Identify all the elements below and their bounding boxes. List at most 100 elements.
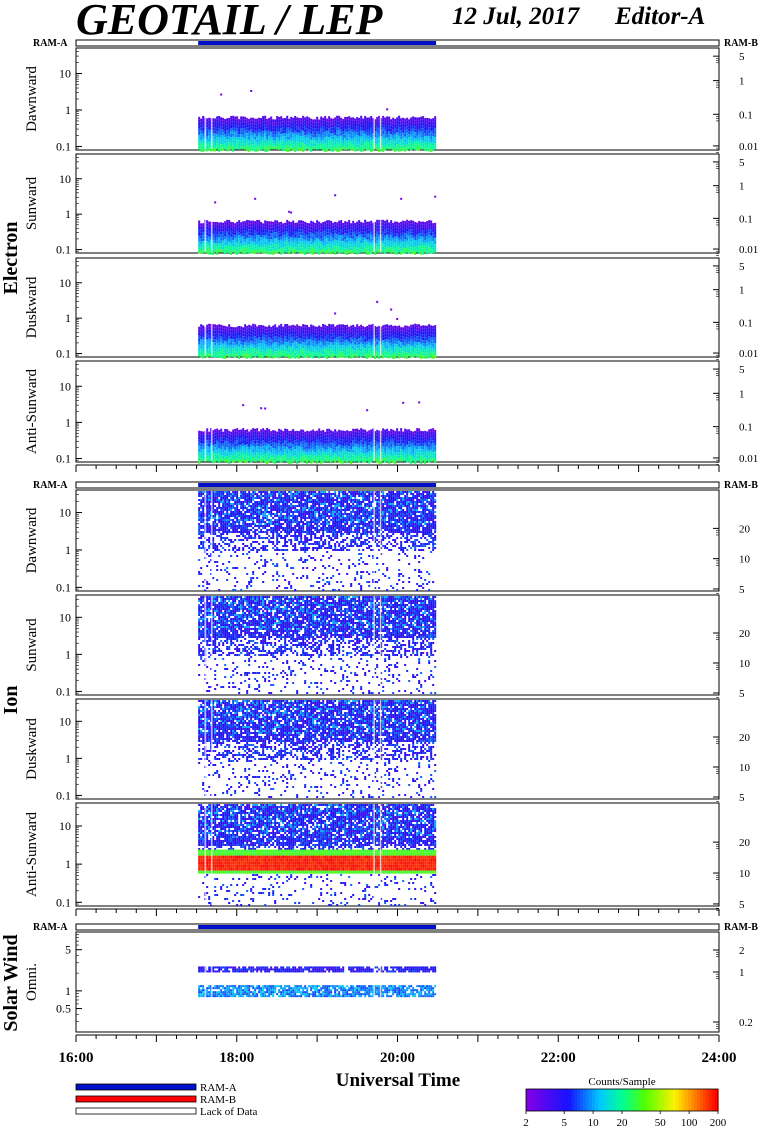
spectrogram-cell — [314, 235, 316, 238]
spectrogram-cell — [308, 348, 310, 351]
spectrogram-cell — [386, 342, 388, 345]
spectrogram-cell — [242, 354, 244, 357]
spectrogram-cell — [412, 351, 414, 354]
spectrogram-cell — [426, 224, 428, 227]
spectrogram-cell — [348, 443, 350, 446]
spectrogram-cell — [420, 335, 422, 338]
spectrogram-cell — [340, 345, 342, 348]
spectrogram-cell — [242, 440, 244, 443]
spectrogram-cell — [298, 443, 300, 446]
spectrogram-cell — [422, 346, 424, 349]
spectrogram-cell — [240, 222, 242, 225]
spectrogram-cell — [338, 345, 340, 348]
spectrogram-cell — [362, 149, 364, 152]
spectrogram-cell — [202, 450, 204, 453]
spectrogram-cell — [218, 229, 220, 232]
spectrogram-cell — [336, 143, 338, 146]
spectrogram-cell — [260, 432, 262, 435]
spectrogram-cell — [264, 250, 266, 253]
spectrogram-cell — [400, 118, 402, 121]
spectrogram-cell — [376, 235, 378, 238]
spectrogram-cell — [262, 128, 264, 131]
spectrogram-cell — [358, 460, 360, 463]
spectrogram-cell — [278, 447, 280, 450]
spectrogram-cell — [428, 226, 430, 229]
spectrogram-cell — [228, 148, 230, 151]
spectrogram-cell — [228, 229, 230, 232]
spectrogram-cell — [338, 242, 340, 245]
spectrogram-cell — [286, 122, 288, 125]
spectrogram-cell — [308, 235, 310, 238]
spectrogram-cell — [272, 234, 274, 237]
spectrogram-cell — [424, 130, 426, 133]
spectrogram-cell — [340, 339, 342, 342]
spectrogram-cell — [406, 244, 408, 247]
spectrogram-cell — [208, 459, 210, 462]
spectrogram-cell — [394, 221, 396, 224]
spectrogram-cell — [306, 235, 308, 238]
spectrogram-cell — [278, 340, 280, 343]
spectrogram-cell — [258, 133, 260, 136]
spectrogram-cell — [258, 340, 260, 343]
spectrogram-cell — [366, 145, 368, 148]
spectrogram-cell — [306, 452, 308, 455]
ram-b-label: RAM-B — [724, 38, 758, 49]
spectrogram-cell — [262, 337, 264, 340]
spectrogram-cell — [218, 342, 220, 345]
spectrogram-cell — [356, 435, 358, 438]
spectrogram-cell — [366, 356, 368, 359]
spectrogram-cell — [404, 146, 406, 149]
spectrogram-cell — [286, 450, 288, 453]
spectrogram-cell — [236, 446, 238, 449]
spectrogram-cell — [266, 458, 268, 461]
spectrogram-cell — [240, 347, 242, 350]
spectrogram-cell — [312, 448, 314, 451]
left-tick-label: 0.1 — [56, 243, 71, 257]
spectrogram-cell — [274, 226, 276, 229]
spectrogram-cell — [410, 328, 412, 331]
spectrogram-cell — [412, 354, 414, 357]
spectrogram-cell — [410, 352, 412, 355]
spectrogram-cell — [200, 440, 202, 443]
spectrogram-cell — [238, 128, 240, 131]
spectrogram-cell — [206, 220, 208, 223]
spectrogram-cell — [362, 332, 364, 335]
spectrogram-cell — [334, 231, 336, 234]
spectrogram-cell — [222, 459, 224, 462]
spectrogram-cell — [228, 133, 230, 136]
spectrogram-cell — [312, 222, 314, 225]
spectrogram-cell — [238, 341, 240, 344]
spectrogram-cell — [334, 138, 336, 141]
spectrogram-cell — [230, 339, 232, 342]
spectrogram-cell — [262, 143, 264, 146]
spectrogram-cell — [240, 335, 242, 338]
spectrogram-cell — [308, 226, 310, 229]
spectrogram-cell — [356, 144, 358, 147]
spectrogram-cell — [232, 327, 234, 330]
spectrogram-cell — [326, 447, 328, 450]
spectrogram-cell — [320, 141, 322, 144]
spectrogram-cell — [322, 351, 324, 354]
spectrogram-cell — [328, 226, 330, 229]
spectrogram-cell — [242, 339, 244, 342]
spectrogram-cell — [308, 327, 310, 330]
spectrogram-cell — [430, 226, 432, 229]
spectrogram-cell — [392, 121, 394, 124]
spectrogram-cell — [404, 242, 406, 245]
spectrogram-cell — [340, 118, 342, 121]
spectrogram-cell — [218, 336, 220, 339]
spectrogram-cell — [356, 345, 358, 348]
spectrogram-cell — [200, 238, 202, 241]
spectrogram-cell — [220, 459, 222, 462]
spectrogram-cell — [254, 227, 256, 230]
spectrogram-cell — [272, 140, 274, 143]
spectrogram-cell — [382, 343, 384, 346]
spectrogram-cell — [294, 134, 296, 137]
spectrogram-cell — [226, 351, 228, 354]
spectrogram-cell — [304, 129, 306, 132]
spectrogram-cell — [394, 353, 396, 356]
spectrogram-cell — [276, 444, 278, 447]
spectrogram-cell — [350, 347, 352, 350]
spectrogram-cell — [230, 222, 232, 225]
spectrogram-cell — [286, 146, 288, 149]
